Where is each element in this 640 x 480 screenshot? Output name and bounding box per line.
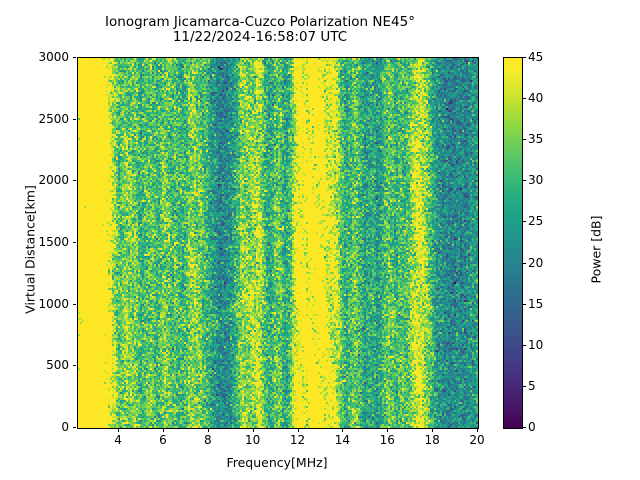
colorbar-tick-mark [522, 303, 526, 305]
colorbar-tick-label: 10 [528, 337, 544, 352]
x-tick-mark [297, 428, 299, 432]
x-tick-label: 6 [159, 433, 167, 447]
y-tick-mark [72, 57, 76, 58]
colorbar-tick-mark [522, 180, 526, 182]
x-tick-label: 4 [114, 433, 122, 447]
x-tick-mark [118, 428, 120, 432]
colorbar-tick-label: 0 [528, 420, 536, 434]
x-axis-label: Frequency[MHz] [226, 455, 328, 470]
y-tick-mark [72, 427, 76, 428]
figure-title-line1: Ionogram Jicamarca-Cuzco Polarization NE… [105, 14, 415, 30]
colorbar-tick-label: 35 [528, 132, 544, 147]
colorbar-tick-mark [522, 139, 526, 141]
y-tick-label: 500 [46, 358, 69, 373]
colorbar-tick-mark [522, 262, 526, 264]
colorbar-tick-mark [522, 98, 526, 100]
y-tick-label: 2500 [38, 111, 69, 126]
y-tick-mark [72, 242, 76, 243]
colorbar-tick-mark [522, 57, 526, 58]
y-tick-mark [72, 303, 76, 305]
x-tick-label: 12 [289, 433, 306, 447]
y-axis-label: Virtual Distance[km] [22, 185, 38, 314]
x-tick-label: 16 [379, 433, 395, 447]
x-tick-mark [432, 428, 434, 432]
y-tick-mark [72, 365, 76, 367]
colorbar-tick-label: 30 [528, 173, 544, 188]
colorbar-tick-mark [522, 427, 526, 428]
x-tick-mark [252, 428, 254, 432]
y-tick-label: 0 [61, 420, 69, 434]
colorbar-tick-label: 5 [528, 378, 536, 393]
colorbar-gradient [504, 58, 522, 428]
y-tick-label: 1500 [38, 235, 69, 249]
y-tick-label: 3000 [38, 50, 69, 64]
x-tick-mark [342, 428, 344, 432]
colorbar-tick-label: 15 [528, 296, 544, 311]
x-tick-mark [162, 428, 164, 432]
x-tick-mark [207, 428, 209, 432]
colorbar-tick-mark [522, 221, 526, 223]
colorbar-tick-label: 40 [528, 91, 544, 106]
colorbar-tick-label: 20 [528, 255, 544, 270]
x-tick-label: 8 [203, 433, 212, 447]
colorbar [503, 57, 523, 429]
figure-title-line2: 11/22/2024-16:58:07 UTC [172, 29, 348, 45]
colorbar-tick-mark [522, 385, 526, 387]
y-tick-label: 2000 [38, 173, 69, 188]
x-tick-mark [387, 428, 389, 432]
x-tick-label: 14 [334, 433, 351, 447]
x-tick-label: 10 [245, 433, 261, 447]
ionogram-heatmap [78, 58, 478, 428]
x-tick-mark [477, 428, 478, 432]
x-tick-label: 20 [469, 433, 485, 447]
y-tick-label: 1000 [38, 296, 69, 311]
plot-axes [77, 57, 479, 429]
y-tick-mark [72, 118, 76, 120]
colorbar-tick-label: 45 [528, 50, 544, 64]
colorbar-label: Power [dB] [588, 215, 604, 284]
x-tick-label: 18 [424, 433, 440, 447]
colorbar-tick-mark [522, 344, 526, 346]
y-tick-mark [72, 180, 76, 182]
colorbar-tick-label: 25 [528, 214, 544, 229]
